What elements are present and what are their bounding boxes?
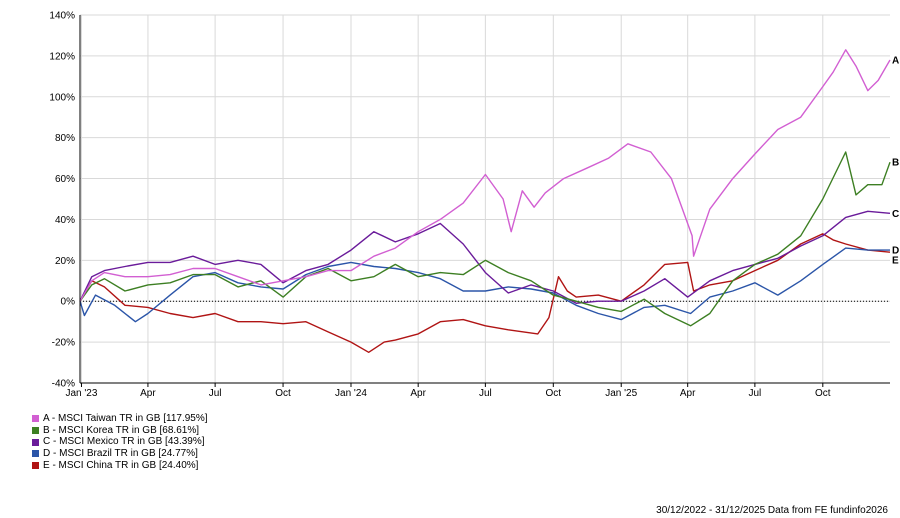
x-tick-label: Oct bbox=[546, 388, 562, 399]
legend-item-b: B - MSCI Korea TR in GB [68.61%] bbox=[32, 425, 208, 437]
x-tick-labels: Jan '23 Apr Jul Oct Jan '24 Apr Jul Oct Jan '25 A… bbox=[66, 388, 831, 399]
y-tick-label: 40% bbox=[55, 215, 75, 226]
y-tick-label: 140% bbox=[49, 11, 75, 22]
y-tick-label: 100% bbox=[49, 92, 75, 103]
legend-item-e: E - MSCI China TR in GB [24.40%] bbox=[32, 460, 208, 472]
legend: A - MSCI Taiwan TR in GB [117.95%] B - M… bbox=[32, 413, 208, 472]
x-tick-label: Apr bbox=[680, 388, 696, 399]
x-tick-label: Apr bbox=[140, 388, 156, 399]
footer-source: 30/12/2022 - 31/12/2025 Data from FE fun… bbox=[656, 505, 888, 516]
y-tick-label: 120% bbox=[49, 51, 75, 62]
grid-lines bbox=[80, 14, 890, 387]
end-label-a: A bbox=[892, 55, 899, 66]
x-tick-label: Jan '25 bbox=[605, 388, 637, 399]
y-tick-label: 20% bbox=[55, 256, 75, 267]
series-line-b bbox=[79, 151, 891, 327]
series-line-a bbox=[79, 49, 891, 302]
legend-label-d: D - MSCI Brazil TR in GB [24.77%] bbox=[43, 448, 198, 460]
x-tick-label: Jul bbox=[479, 388, 492, 399]
legend-item-d: D - MSCI Brazil TR in GB [24.77%] bbox=[32, 448, 208, 460]
legend-swatch-e bbox=[32, 462, 39, 470]
legend-label-b: B - MSCI Korea TR in GB [68.61%] bbox=[43, 424, 199, 436]
end-label-e: E bbox=[892, 256, 899, 267]
series-line-c bbox=[79, 210, 891, 304]
series-line-d bbox=[79, 247, 890, 323]
end-label-c: C bbox=[892, 209, 899, 220]
x-tick-label: Apr bbox=[410, 388, 426, 399]
legend-swatch-c bbox=[32, 438, 39, 446]
series-line-e bbox=[79, 233, 891, 353]
legend-swatch-b bbox=[32, 427, 39, 435]
legend-label-c: C - MSCI Mexico TR in GB [43.39%] bbox=[43, 436, 205, 448]
legend-swatch-d bbox=[32, 450, 39, 458]
y-tick-label: 80% bbox=[55, 133, 75, 144]
legend-label-a: A - MSCI Taiwan TR in GB [117.95%] bbox=[43, 413, 208, 424]
legend-item-a: A - MSCI Taiwan TR in GB [117.95%] bbox=[32, 413, 208, 425]
end-label-d: D bbox=[892, 246, 899, 257]
legend-label-e: E - MSCI China TR in GB [24.40%] bbox=[43, 459, 199, 471]
y-tick-label: -20% bbox=[52, 338, 75, 349]
axes bbox=[79, 15, 890, 384]
legend-swatch-a bbox=[32, 415, 39, 423]
y-tick-labels: -40% -20% 0% 20% 40% 60% 80% 100% 120% 140% bbox=[49, 11, 75, 390]
y-tick-label: 0% bbox=[61, 297, 76, 308]
y-tick-label: 60% bbox=[55, 174, 75, 185]
y-tick-label: -40% bbox=[52, 379, 75, 390]
x-tick-label: Jan '23 bbox=[66, 388, 98, 399]
x-tick-label: Oct bbox=[815, 388, 831, 399]
x-tick-label: Jan '24 bbox=[335, 388, 367, 399]
x-tick-label: Oct bbox=[275, 388, 291, 399]
series-lines bbox=[79, 49, 891, 353]
x-tick-label: Jul bbox=[748, 388, 761, 399]
legend-item-c: C - MSCI Mexico TR in GB [43.39%] bbox=[32, 436, 208, 448]
line-chart: -40% -20% 0% 20% 40% 60% 80% 100% 120% 140% Jan '… bbox=[49, 11, 899, 400]
series-end-labels: A B C DE bbox=[892, 55, 899, 266]
x-tick-label: Jul bbox=[209, 388, 222, 399]
end-label-b: B bbox=[892, 158, 899, 169]
